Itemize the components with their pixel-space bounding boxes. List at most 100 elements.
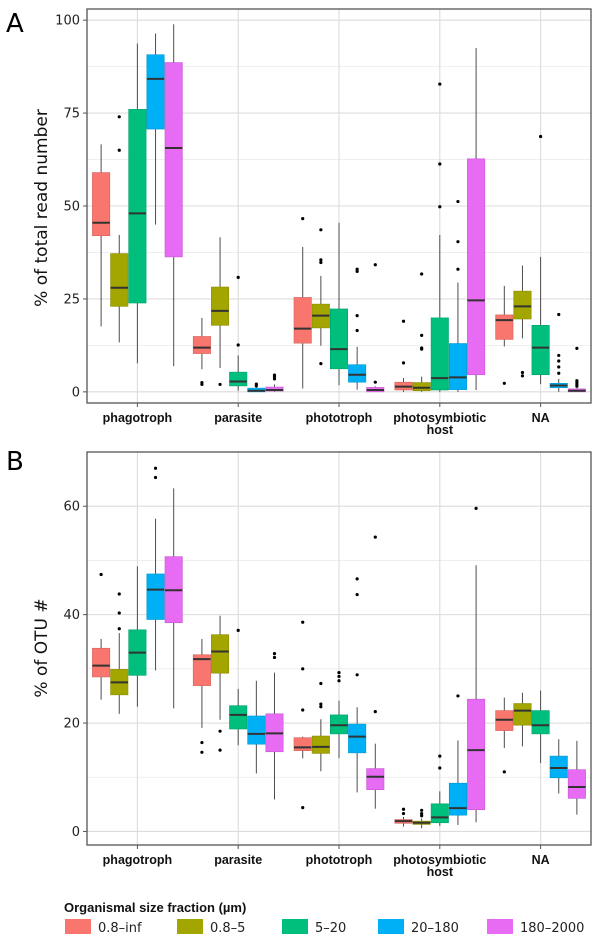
box-photosymbiotic-host-1 [412,808,431,829]
box-iqr [164,62,183,258]
legend-item: 20–180 [378,919,459,936]
box-phagotroph-1 [110,115,129,343]
box-iqr [430,317,449,391]
box-phototroph-2 [329,671,349,759]
outlier-point [557,312,561,317]
outlier-point [420,272,424,276]
legend-label: 180–2000 [520,921,584,936]
panel-label-b: B [6,447,24,477]
outlier-point [218,382,222,387]
outlier-point [474,506,478,510]
box-na-0 [495,697,514,774]
outlier-point [401,361,406,365]
box-phagotroph-2 [128,43,147,364]
outlier-point [401,319,406,323]
outlier-point [236,628,240,632]
box-iqr [513,290,532,320]
legend-swatch [487,919,513,934]
outlier-point [575,379,579,383]
box-phototroph-1 [311,228,330,366]
panel-a: A % of total read number 0 25 50 75 100 phag… [6,8,592,437]
outlier-point [355,314,359,318]
y-tick-label: 100 [55,14,80,29]
box-parasite-0 [192,639,211,754]
outlier-point [373,263,377,267]
outlier-point [420,346,424,350]
x-tick-label: phototroph [306,411,373,425]
legend-swatch [177,919,203,934]
box-parasite-4 [265,373,284,392]
outlier-point [301,667,305,671]
box-iqr [412,382,431,392]
outlier-point [153,475,158,480]
box-photosymbiotic-host-2 [430,82,449,392]
box-iqr [467,158,486,376]
legend-item: 0.8–inf [65,919,142,936]
outlier-point [301,708,305,712]
legend-title: Organismal size fraction (µm) [64,900,246,915]
outlier-point [301,217,305,221]
legend-item: 5–20 [282,919,346,936]
x-tick-label: photosymbiotic [393,411,486,425]
box-phototroph-3 [348,267,367,390]
box-photosymbiotic-host-4 [467,506,486,823]
box-iqr [229,705,248,730]
x-tick-label: parasite [214,411,262,425]
box-parasite-2 [229,275,248,391]
legend-swatch [65,919,91,934]
outlier-point [355,328,359,333]
box-iqr [467,698,486,811]
box-na-0 [495,285,514,385]
box-iqr [531,325,550,376]
box-iqr [192,654,211,686]
box-iqr [211,634,230,674]
box-photosymbiotic-host-4 [467,48,486,390]
outlier-point [420,811,424,816]
outlier-point [456,240,460,244]
outlier-point [502,770,506,774]
box-iqr [229,371,248,387]
outlier-point [355,267,359,271]
box-iqr [531,710,550,735]
box-iqr [348,723,367,754]
box-iqr [110,253,129,307]
x-ticks-a: phagotroph parasite phototroph photosymbiot… [103,403,550,437]
x-tick-label: host [427,865,454,879]
outlier-point [319,362,323,366]
outlier-point [373,380,377,384]
outlier-point [272,373,277,377]
panel-label-a: A [6,9,24,39]
box-phagotroph-0 [92,572,111,700]
outlier-point [218,729,222,733]
outlier-point [539,134,543,139]
y-tick-label: 0 [72,825,80,840]
box-parasite-3 [247,680,266,774]
box-phototroph-2 [329,222,349,386]
outlier-point [319,228,323,232]
outlier-point [200,380,204,385]
outlier-point [117,148,121,152]
legend-label: 5–20 [315,921,346,936]
outlier-point [520,370,525,375]
outlier-point [557,371,561,375]
y-tick-label: 75 [63,107,80,122]
outlier-point [456,694,460,698]
outlier-point [272,655,277,660]
outlier-point [272,652,277,656]
y-tick-label: 50 [63,200,80,215]
outlier-point [456,199,460,204]
box-phototroph-4 [366,263,385,393]
outlier-point [373,710,377,714]
box-iqr [430,803,449,824]
outlier-point [438,82,442,86]
box-na-4 [567,346,586,393]
outlier-point [319,260,323,265]
box-na-3 [549,312,568,392]
outlier-point [557,359,561,363]
legend-items: 0.8–inf 0.8–5 5–20 20–180 180–2000 [65,919,584,936]
box-parasite-0 [192,317,211,387]
y-ticks-b: 0 20 40 60 [63,500,87,840]
outlier-point [200,750,204,754]
box-na-3 [549,739,568,794]
